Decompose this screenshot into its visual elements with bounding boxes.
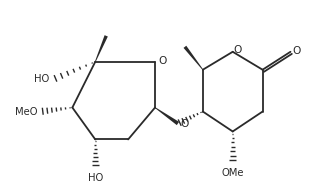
Text: HO: HO [34,74,50,84]
Polygon shape [184,46,203,70]
Text: O: O [234,45,242,55]
Polygon shape [155,107,179,125]
Text: O: O [292,46,301,56]
Text: Methoxy: Methoxy [32,111,37,112]
Polygon shape [95,35,108,62]
Text: HO: HO [88,173,103,183]
Text: Methoxy: Methoxy [15,110,22,112]
Text: O: O [180,119,188,129]
Text: OMe: OMe [222,168,244,178]
Text: MeO: MeO [15,107,37,117]
Text: O: O [158,56,166,66]
